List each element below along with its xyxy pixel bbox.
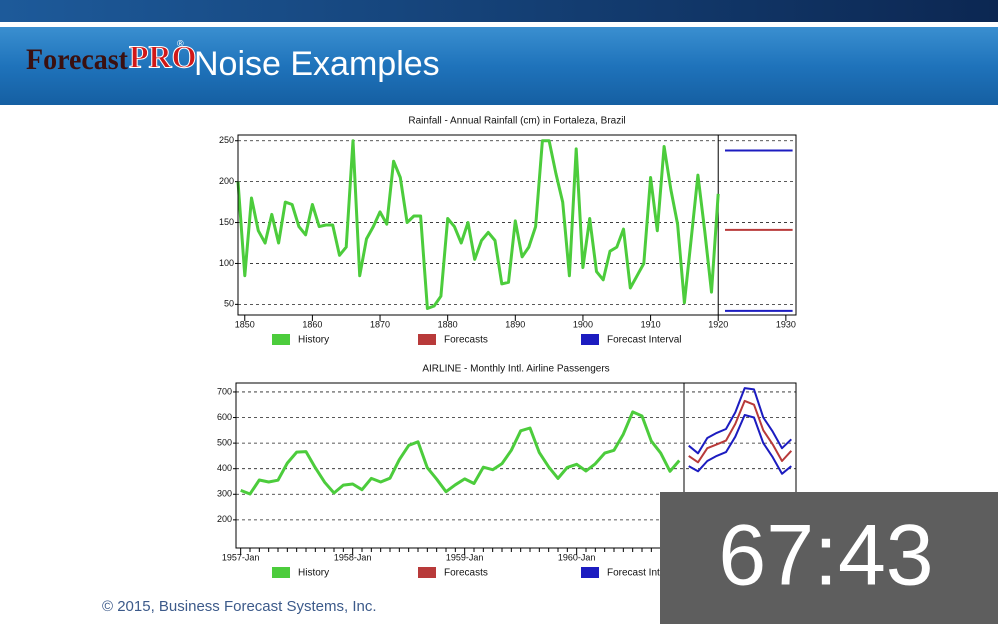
y-tick-label: 200	[219, 176, 234, 186]
legend-swatch	[418, 567, 436, 578]
y-tick-label: 50	[224, 299, 234, 309]
logo-pro: PRO	[129, 38, 197, 74]
legend-swatch	[581, 334, 599, 345]
timer: 67:43	[718, 508, 933, 604]
x-tick-label: 1910	[641, 319, 661, 329]
series-line	[688, 414, 792, 475]
copyright: © 2015, Business Forecast Systems, Inc.	[102, 598, 377, 615]
timer-box	[660, 492, 998, 624]
x-tick-label: 1870	[370, 319, 390, 329]
legend-label: History	[298, 335, 329, 346]
legend-label: Forecast Interval	[607, 335, 681, 346]
x-tick-label: 1900	[573, 319, 593, 329]
legend-label: Forecasts	[444, 335, 488, 346]
plot-frame	[235, 382, 797, 549]
y-tick-label: 400	[217, 463, 232, 473]
legend-swatch	[272, 567, 290, 578]
y-tick-label: 700	[217, 386, 232, 396]
x-tick-label: 1958-Jan	[334, 552, 372, 562]
x-tick-label: 1959-Jan	[446, 552, 484, 562]
x-tick-label: 1960-Jan	[558, 552, 596, 562]
x-tick-label: 1920	[708, 319, 728, 329]
legend-swatch	[272, 334, 290, 345]
y-tick-label: 200	[217, 514, 232, 524]
chart-title: Rainfall - Annual Rainfall (cm) in Forta…	[408, 116, 625, 127]
x-tick-label: 1850	[235, 319, 255, 329]
y-tick-label: 250	[219, 135, 234, 145]
y-tick-label: 600	[217, 412, 232, 422]
legend-swatch	[418, 334, 436, 345]
series-line	[240, 410, 681, 496]
series-line	[688, 399, 793, 464]
x-tick-label: 1860	[302, 319, 322, 329]
legend-label: Forecasts	[444, 568, 488, 579]
y-tick-label: 150	[219, 217, 234, 227]
y-tick-label: 300	[217, 489, 232, 499]
slide-title: Noise Examples	[194, 45, 440, 83]
plot-frame	[237, 134, 797, 316]
logo-mark: ®	[177, 38, 184, 48]
title-band	[0, 27, 998, 105]
legend-label: History	[298, 568, 329, 579]
logo-text: Forecast	[26, 43, 128, 76]
x-tick-label: 1880	[438, 319, 458, 329]
x-tick-label: 1957-Jan	[222, 552, 260, 562]
charts: Rainfall - Annual Rainfall (cm) in Forta…	[217, 116, 797, 579]
series-line	[688, 387, 792, 455]
x-tick-label: 1930	[776, 319, 796, 329]
chart-title: AIRLINE - Monthly Intl. Airline Passenge…	[422, 364, 609, 375]
y-tick-label: 100	[219, 258, 234, 268]
legend-label: Forecast Interval	[607, 568, 681, 579]
y-tick-label: 500	[217, 437, 232, 447]
legend-swatch	[581, 567, 599, 578]
top-bar	[0, 0, 998, 22]
series-line	[236, 139, 720, 310]
x-tick-label: 1890	[505, 319, 525, 329]
